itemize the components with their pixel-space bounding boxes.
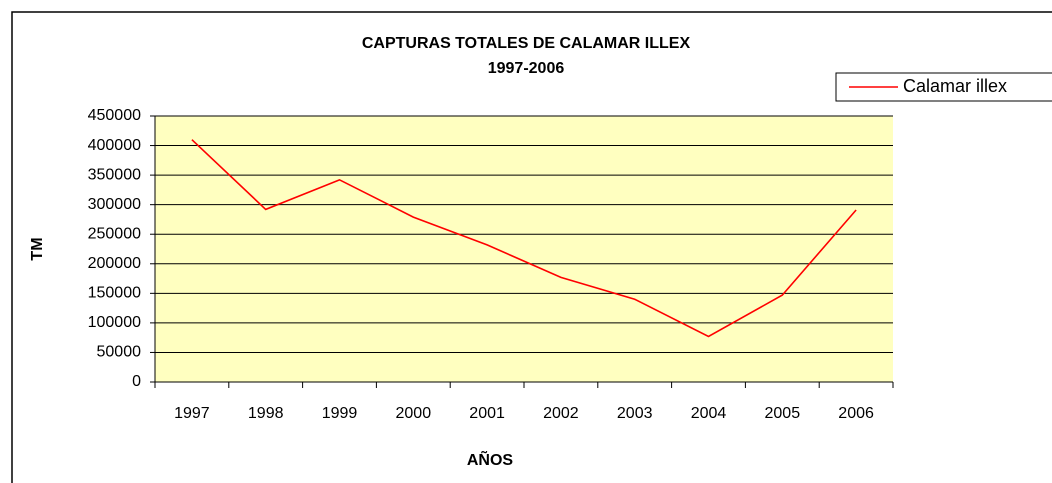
y-tick-label: 450000 xyxy=(88,107,141,124)
x-tick-label: 2002 xyxy=(543,405,579,422)
x-axis-label: AÑOS xyxy=(467,449,514,469)
x-tick-label: 2001 xyxy=(469,405,505,422)
x-tick-label: 2006 xyxy=(838,405,874,422)
y-tick-label: 400000 xyxy=(88,137,141,154)
x-tick-label: 1999 xyxy=(322,405,358,422)
x-tick-label: 2004 xyxy=(691,405,727,422)
x-tick-label: 2005 xyxy=(765,405,801,422)
y-tick-label: 150000 xyxy=(88,285,141,302)
x-tick-label: 2003 xyxy=(617,405,653,422)
y-tick-label: 0 xyxy=(132,373,141,390)
y-tick-label: 300000 xyxy=(88,196,141,213)
y-tick-label: 250000 xyxy=(88,225,141,242)
legend-label: Calamar illex xyxy=(903,76,1007,96)
y-tick-label: 50000 xyxy=(97,344,142,361)
x-tick-label: 1997 xyxy=(174,405,210,422)
y-tick-label: 350000 xyxy=(88,166,141,183)
chart-title: CAPTURAS TOTALES DE CALAMAR ILLEX xyxy=(362,35,691,52)
x-tick-label: 2000 xyxy=(396,405,432,422)
data-line xyxy=(191,139,857,338)
x-tick-label: 1998 xyxy=(248,405,284,422)
y-tick-label: 100000 xyxy=(88,314,141,331)
y-axis-label: TM xyxy=(29,237,46,260)
chart-subtitle: 1997-2006 xyxy=(488,60,565,77)
y-tick-label: 200000 xyxy=(88,255,141,272)
plot-area xyxy=(155,116,893,382)
